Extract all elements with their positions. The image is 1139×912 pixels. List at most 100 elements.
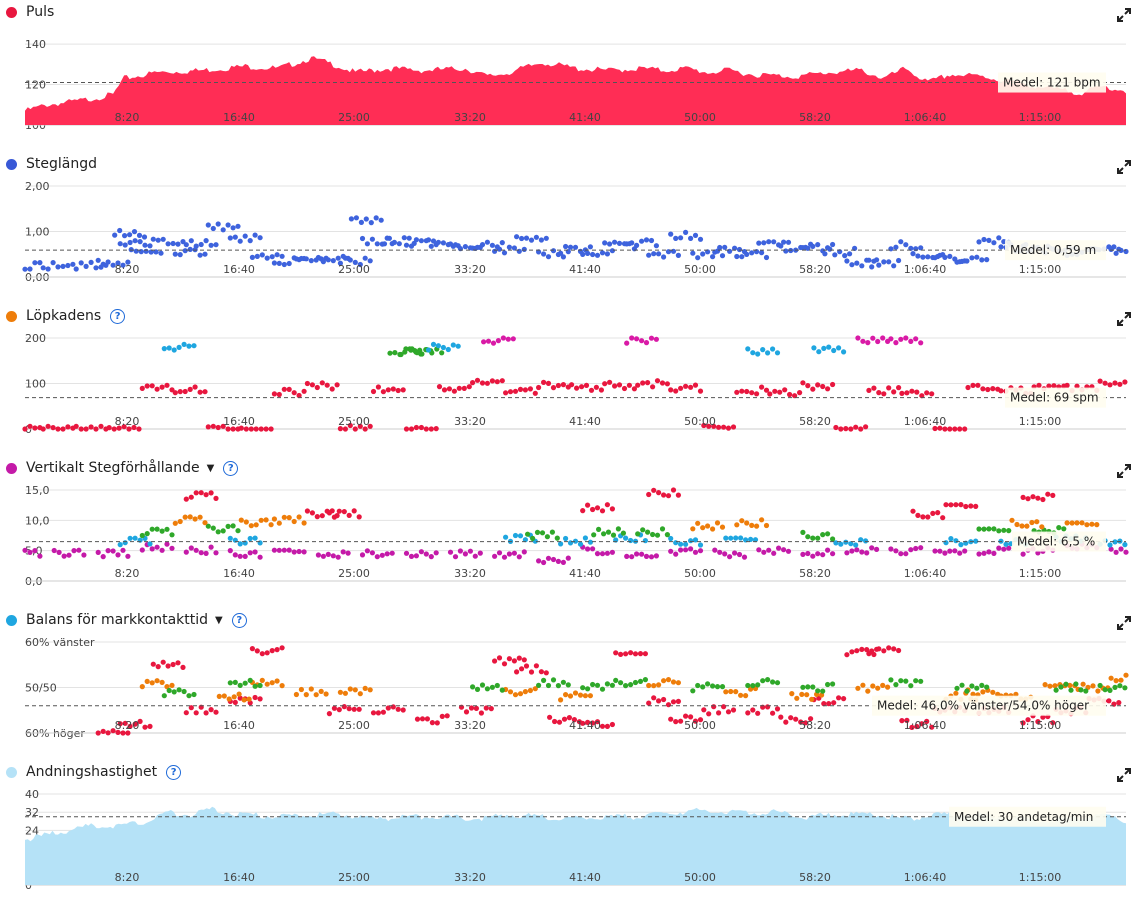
chart-title-gct[interactable]: Balans för markkontakttid ▼? — [6, 608, 247, 632]
data-point — [903, 678, 909, 684]
data-point — [577, 541, 584, 547]
data-point — [468, 705, 475, 711]
data-point — [517, 533, 524, 539]
data-point — [423, 551, 429, 557]
data-point — [314, 514, 320, 520]
data-point — [953, 538, 959, 544]
data-point — [276, 547, 282, 553]
data-point — [122, 233, 128, 239]
data-point — [629, 240, 635, 246]
data-point — [512, 388, 519, 394]
help-icon[interactable]: ? — [231, 612, 247, 628]
data-point — [866, 651, 872, 657]
data-point — [700, 684, 706, 690]
data-point — [160, 659, 166, 665]
help-icon[interactable]: ? — [110, 308, 126, 324]
chart-panel-gct: Balans för markkontakttid ▼? 60% höger 50/5… — [0, 608, 1139, 760]
chevron-down-icon[interactable]: ▼ — [206, 462, 215, 474]
data-point — [609, 682, 616, 688]
data-point — [131, 424, 137, 431]
data-point — [1045, 491, 1051, 497]
data-point — [761, 240, 767, 246]
data-point — [665, 702, 672, 708]
expand-icon[interactable] — [1117, 464, 1131, 478]
data-point — [435, 343, 441, 349]
data-point — [418, 238, 424, 244]
data-point — [187, 246, 193, 252]
data-point — [582, 535, 589, 541]
data-point — [643, 237, 650, 243]
data-point — [27, 266, 33, 272]
data-point — [370, 388, 377, 395]
x-tick-label: 33:20 — [454, 263, 486, 276]
data-point — [1035, 495, 1041, 501]
data-point — [761, 549, 767, 555]
data-point — [128, 247, 134, 253]
data-point — [777, 389, 783, 395]
help-icon[interactable]: ? — [166, 764, 182, 780]
data-point — [180, 664, 186, 670]
data-point — [599, 508, 606, 514]
data-point — [651, 487, 657, 493]
data-point — [347, 257, 353, 263]
data-point — [414, 350, 420, 356]
data-point — [825, 531, 831, 537]
data-point — [986, 526, 992, 532]
y-tick-label: 15,0 — [25, 484, 50, 497]
data-point — [792, 393, 798, 399]
data-point — [164, 684, 170, 690]
expand-icon[interactable] — [1117, 160, 1131, 174]
expand-icon[interactable] — [1117, 616, 1131, 630]
data-point — [690, 250, 696, 256]
data-point — [247, 535, 253, 542]
expand-icon[interactable] — [1117, 312, 1131, 326]
data-point — [692, 537, 699, 543]
data-point — [225, 523, 231, 529]
data-point — [859, 549, 865, 555]
data-point — [264, 650, 270, 656]
data-point — [585, 502, 591, 508]
chevron-down-icon[interactable]: ▼ — [215, 614, 223, 626]
help-icon[interactable]: ? — [223, 460, 239, 476]
data-point — [477, 550, 483, 556]
data-point — [744, 520, 750, 526]
data-point — [588, 387, 595, 393]
data-point — [117, 227, 123, 234]
data-point — [1097, 378, 1103, 384]
data-point — [701, 422, 707, 429]
data-point — [197, 514, 203, 520]
data-point — [291, 390, 297, 396]
data-point — [446, 386, 452, 392]
data-point — [910, 508, 916, 514]
data-point — [705, 681, 711, 687]
data-point — [643, 553, 650, 559]
data-point — [237, 553, 243, 559]
data-point — [436, 384, 443, 390]
data-point — [639, 238, 645, 244]
data-point — [452, 242, 459, 248]
data-point — [264, 255, 270, 261]
data-point — [1019, 523, 1025, 529]
data-point — [225, 426, 231, 432]
data-point — [739, 518, 745, 524]
y-tick-label: 1,00 — [25, 226, 50, 239]
data-point — [815, 535, 821, 541]
expand-icon[interactable] — [1117, 768, 1131, 782]
data-point — [342, 426, 348, 432]
chart-title-vr[interactable]: Vertikalt Stegförhållande ▼? — [6, 456, 239, 480]
data-point — [301, 520, 307, 526]
data-point — [560, 679, 567, 685]
data-point — [348, 216, 354, 222]
data-point — [656, 698, 662, 704]
data-point — [656, 682, 662, 688]
data-point — [734, 389, 740, 395]
data-point — [370, 710, 377, 716]
data-point — [580, 508, 586, 514]
data-point — [1020, 720, 1026, 726]
data-point — [257, 235, 263, 241]
data-point — [875, 338, 881, 345]
data-point — [728, 535, 734, 541]
data-point — [345, 550, 351, 556]
expand-icon[interactable] — [1117, 8, 1131, 22]
